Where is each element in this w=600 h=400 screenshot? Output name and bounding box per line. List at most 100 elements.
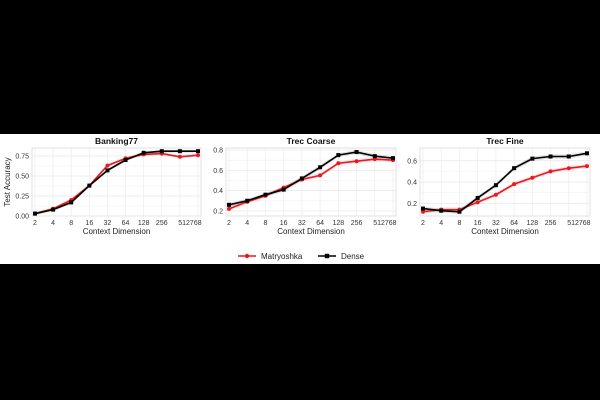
data-point-dense <box>457 209 462 214</box>
data-point-matryoshka <box>530 175 535 180</box>
data-point-dense <box>475 195 480 200</box>
figure-panel: Test Accuracy Matryoshka Dense Banking77… <box>0 134 600 264</box>
x-tick-label: 2 <box>421 220 425 227</box>
data-point-dense <box>87 183 92 188</box>
data-point-dense <box>336 153 341 158</box>
data-point-dense <box>530 156 535 161</box>
series-line-dense <box>422 152 588 213</box>
data-point-dense <box>354 150 359 155</box>
x-tick-label: 128 <box>138 220 150 227</box>
series-line-dense <box>228 151 394 206</box>
chart-panel-1: Banking77 0.00 0.25 0.50 0.75 2 4 8 16 32 64 128 256… <box>15 136 201 236</box>
series-line-matryoshka <box>34 152 199 215</box>
legend: Matryoshka Dense <box>238 252 365 261</box>
data-point-matryoshka <box>585 164 589 169</box>
data-point-dense <box>227 202 231 207</box>
x-tick-label: 128 <box>332 220 344 227</box>
legend-matryoshka-label: Matryoshka <box>261 252 303 261</box>
chart-panel-2: Trec Coarse 0.2 0.4 0.6 0.8 2 4 8 16 32 64 128 256 51… <box>213 136 396 236</box>
data-point-matryoshka <box>548 169 553 174</box>
y-tick-label: 0.8 <box>213 148 223 155</box>
chart-title: Trec Fine <box>486 136 524 146</box>
plot-area <box>31 147 202 217</box>
data-point-matryoshka <box>421 209 425 214</box>
data-point-matryoshka <box>318 173 323 178</box>
x-tick-label: 64 <box>510 220 518 227</box>
x-tick-label: 4 <box>245 220 249 227</box>
y-tick-label: 0.50 <box>15 174 29 181</box>
x-tick-label: 32 <box>298 220 306 227</box>
data-point-dense <box>51 207 56 212</box>
data-point-dense <box>159 149 164 154</box>
data-point-matryoshka <box>177 154 182 159</box>
y-axis-label: Test Accuracy <box>3 157 12 206</box>
data-point-dense <box>105 168 110 173</box>
x-tick-label: 8 <box>457 220 461 227</box>
data-point-dense <box>281 187 286 192</box>
data-point-dense <box>566 154 571 159</box>
chart-title: Banking77 <box>95 136 138 146</box>
series-line-matryoshka <box>228 158 394 210</box>
data-point-dense <box>263 192 268 197</box>
y-tick-label: 0.25 <box>15 194 29 201</box>
data-point-dense <box>33 211 37 216</box>
x-axis-label: Context Dimension <box>471 227 539 236</box>
data-point-matryoshka <box>566 166 571 171</box>
legend-dense-label: Dense <box>341 252 365 261</box>
data-point-dense <box>439 208 444 213</box>
x-axis-label: Context Dimension <box>83 227 151 236</box>
y-tick-label: 0.4 <box>407 180 417 187</box>
y-tick-label: 0.75 <box>15 154 29 161</box>
data-point-dense <box>585 151 589 156</box>
x-tick-label: 2 <box>33 220 37 227</box>
data-point-matryoshka <box>512 182 517 187</box>
y-tick-label: 0.6 <box>213 168 223 175</box>
y-tick-label: 0.00 <box>15 214 29 221</box>
data-point-matryoshka <box>336 161 341 166</box>
y-tick-label: 0.6 <box>407 158 417 165</box>
data-point-dense <box>245 198 250 203</box>
x-tick-label: 64 <box>122 220 130 227</box>
series-line-matryoshka <box>422 165 588 213</box>
x-tick-label: 32 <box>104 220 112 227</box>
x-tick-label: 512768 <box>567 220 590 227</box>
y-tick-label: 0.2 <box>213 208 223 215</box>
x-tick-label: 8 <box>263 220 267 227</box>
chart-title: Trec Coarse <box>287 136 336 146</box>
data-point-dense <box>548 154 553 159</box>
data-point-matryoshka <box>372 157 377 162</box>
data-point-dense <box>391 156 395 161</box>
data-point-dense <box>196 149 200 154</box>
data-point-dense <box>69 200 74 205</box>
data-point-dense <box>372 154 377 159</box>
series-line-dense <box>34 150 198 215</box>
x-tick-label: 512768 <box>178 220 201 227</box>
data-point-matryoshka <box>196 153 200 158</box>
x-tick-label: 32 <box>492 220 500 227</box>
x-tick-label: 8 <box>69 220 73 227</box>
chart-figure: Test Accuracy Matryoshka Dense Banking77… <box>3 136 591 261</box>
x-tick-label: 16 <box>280 220 288 227</box>
data-point-matryoshka <box>105 163 110 168</box>
x-tick-label: 256 <box>351 220 363 227</box>
data-point-matryoshka <box>493 192 498 197</box>
x-tick-label: 16 <box>474 220 482 227</box>
data-point-dense <box>141 150 146 155</box>
legend-dense-marker <box>324 253 330 259</box>
data-point-matryoshka <box>475 200 480 205</box>
data-point-dense <box>421 206 425 211</box>
x-axis-label: Context Dimension <box>277 227 345 236</box>
data-point-dense <box>493 183 498 188</box>
x-tick-label: 512768 <box>373 220 396 227</box>
x-tick-label: 256 <box>156 220 168 227</box>
y-tick-label: 0.2 <box>407 201 417 208</box>
data-point-dense <box>318 165 323 170</box>
y-tick-label: 0.4 <box>213 188 223 195</box>
data-point-matryoshka <box>227 206 231 211</box>
data-point-dense <box>177 149 182 154</box>
chart-panel-3: Trec Fine 0.2 0.4 0.6 2 4 8 16 32 64 128 256 512768 C… <box>407 136 590 236</box>
x-tick-label: 16 <box>85 220 93 227</box>
data-point-dense <box>512 166 517 171</box>
x-tick-label: 64 <box>316 220 324 227</box>
x-tick-label: 2 <box>227 220 231 227</box>
